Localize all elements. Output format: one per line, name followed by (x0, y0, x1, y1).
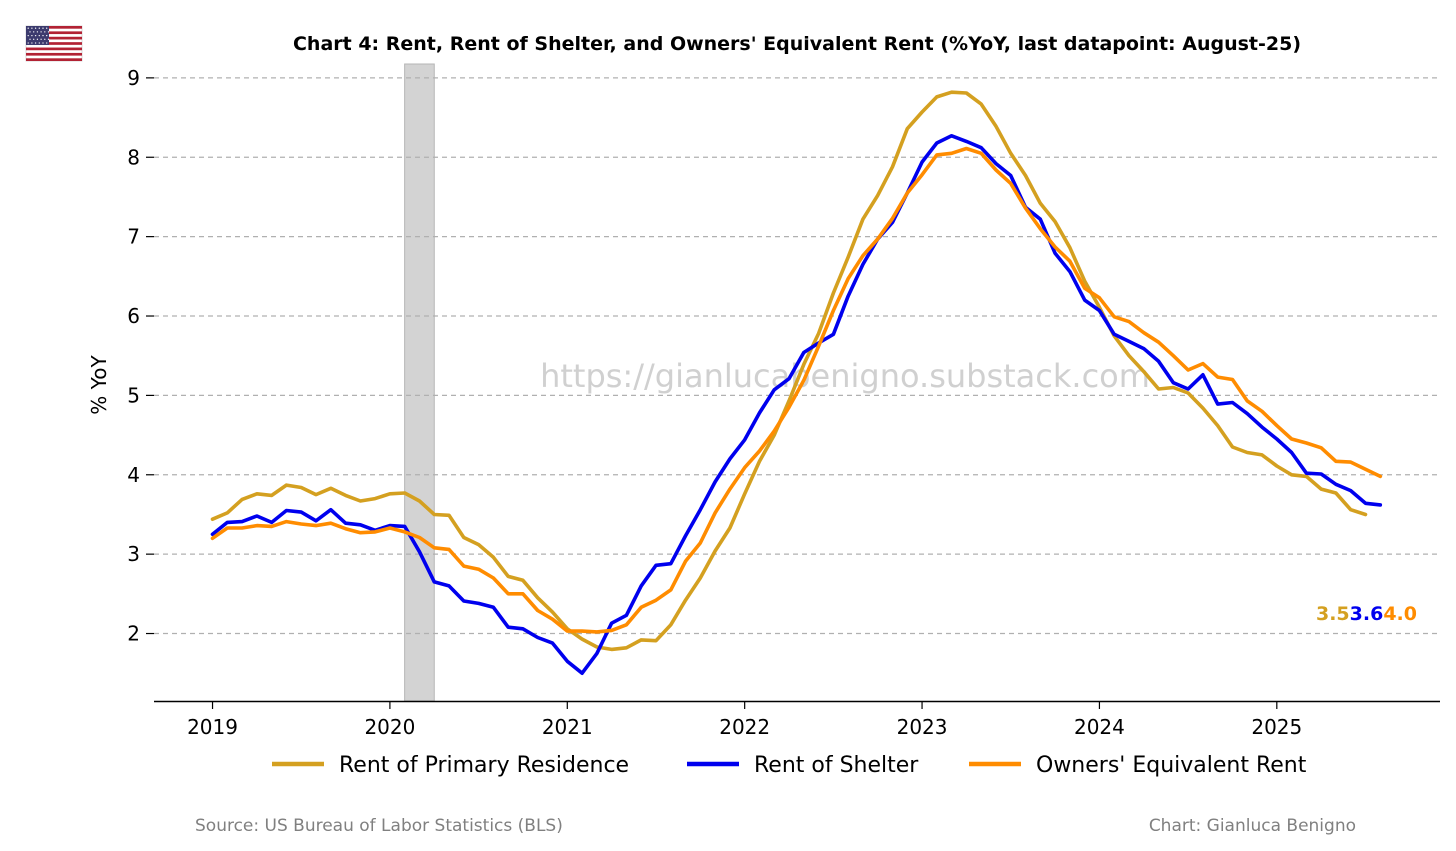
watermark: https://gianlucabenigno.substack.com (540, 357, 1150, 395)
end-value-label: 4.0 (1383, 603, 1417, 625)
x-tick-label: 2024 (1074, 715, 1125, 739)
x-tick-label: 2021 (542, 715, 593, 739)
legend-item: Rent of Primary Residence (272, 753, 629, 778)
end-value-label: 3.6 (1350, 603, 1384, 625)
y-axis-label: % YoY (87, 355, 111, 415)
series-lines (210, 90, 1383, 676)
legend-label: Owners' Equivalent Rent (1036, 753, 1307, 778)
legend-item: Owners' Equivalent Rent (969, 753, 1307, 778)
x-tick-label: 2025 (1251, 715, 1302, 739)
end-value-label: 3.5 (1316, 603, 1350, 625)
end-value-labels: 3.53.64.0 (1316, 603, 1417, 625)
series-line-rent-of-shelter (210, 134, 1383, 676)
y-tick-label: 3 (127, 542, 140, 566)
y-tick-label: 2 (127, 622, 140, 646)
legend: Rent of Primary Residence Rent of Shelter… (272, 753, 1307, 778)
y-gridlines (154, 77, 1440, 635)
y-tick-label: 4 (127, 463, 140, 487)
y-tick-label: 6 (127, 304, 140, 328)
series-line-rent-of-primary-residence (210, 90, 1368, 652)
y-tick-labels: 2 3 4 5 6 7 8 9 (127, 66, 154, 646)
legend-item: Rent of Shelter (687, 753, 919, 778)
y-tick-label: 9 (127, 66, 140, 90)
chart-title: Chart 4: Rent, Rent of Shelter, and Owne… (293, 33, 1301, 55)
source-note: Source: US Bureau of Labor Statistics (B… (195, 816, 563, 836)
recession-shading (404, 63, 435, 702)
y-tick-label: 5 (127, 383, 140, 407)
legend-label: Rent of Primary Residence (339, 753, 629, 778)
x-tick-labels: 2019 2020 2021 2022 2023 2024 2025 (187, 701, 1302, 739)
us-flag-icon (25, 25, 83, 62)
x-tick-label: 2023 (897, 715, 948, 739)
x-tick-label: 2019 (187, 715, 238, 739)
series-line-owners-equivalent-rent (210, 146, 1383, 634)
x-tick-label: 2022 (719, 715, 770, 739)
chart-credit: Chart: Gianluca Benigno (1149, 816, 1356, 836)
y-tick-label: 7 (127, 225, 140, 249)
legend-label: Rent of Shelter (754, 753, 919, 778)
x-tick-label: 2020 (364, 715, 415, 739)
y-tick-label: 8 (127, 145, 140, 169)
